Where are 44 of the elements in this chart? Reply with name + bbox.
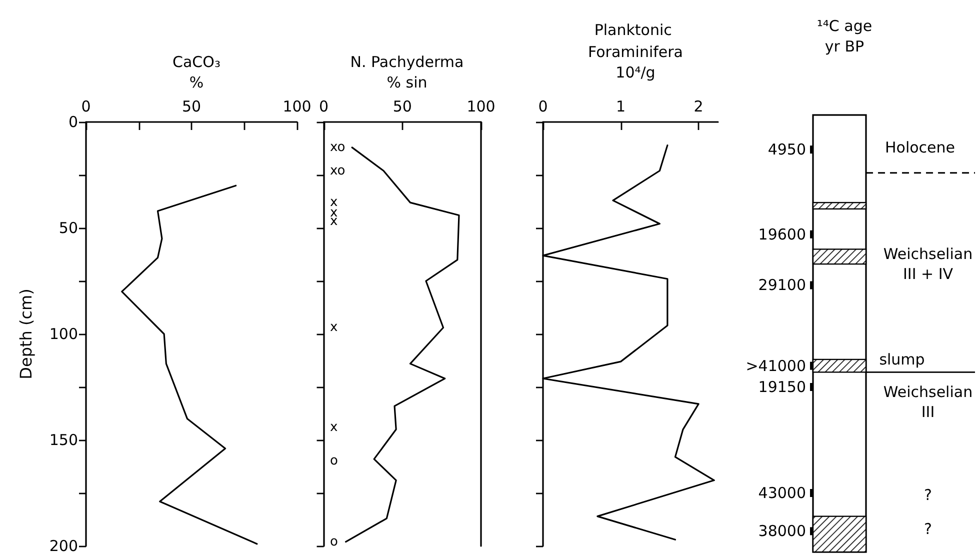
text: >41000 [746, 356, 806, 375]
text: Holocene [884, 138, 956, 156]
x-tick-label: 50 [392, 98, 412, 116]
text: 19150 [758, 378, 806, 396]
text: 29100 [758, 276, 806, 294]
chart-subtitle: % [189, 74, 204, 92]
text: 38000 [758, 522, 806, 540]
chart-subtitle: 10⁴/g [616, 64, 656, 82]
chart-title: Planktonic Foraminifera [588, 21, 683, 61]
text: Weichselian III [883, 382, 973, 421]
annotation: o [330, 454, 338, 469]
chart-title: CaCO₃ [172, 53, 220, 71]
annotation: xo [330, 163, 346, 178]
y-tick-label: 200 [49, 537, 78, 555]
y-tick-label: 50 [58, 219, 78, 237]
y-tick-label: 150 [49, 431, 78, 449]
text: ? [924, 520, 932, 538]
x-tick-label: 50 [182, 98, 202, 116]
line-series [121, 184, 258, 545]
x-tick-label: 2 [694, 98, 704, 116]
text: slump [879, 350, 925, 368]
annotation: o [330, 534, 338, 550]
x-tick-label: 1 [616, 98, 626, 116]
text: ? [924, 486, 932, 504]
annotation: x [330, 195, 338, 210]
annotation: x [330, 320, 338, 336]
annotation: xo [330, 140, 346, 155]
x-tick-label: 0 [319, 98, 329, 116]
chart-title: N. Pachyderma [350, 53, 464, 71]
text: 19600 [758, 225, 806, 244]
y-tick-label: 100 [49, 325, 78, 343]
y-axis-title: Depth (cm) [16, 288, 36, 380]
chart-subtitle: % sin [386, 74, 428, 92]
annotation: x [330, 420, 338, 435]
x-tick-label: 100 [466, 98, 496, 116]
text: Weichselian III + IV [883, 245, 973, 284]
text: 43000 [758, 484, 806, 502]
text: ¹⁴C age [816, 17, 872, 35]
x-tick-label: 0 [81, 98, 91, 116]
x-tick-label: 0 [538, 98, 548, 116]
text: 4950 [768, 140, 806, 159]
text: yr BP [824, 38, 864, 56]
x-tick-label: 100 [282, 98, 312, 116]
y-tick-label: 0 [68, 113, 78, 131]
